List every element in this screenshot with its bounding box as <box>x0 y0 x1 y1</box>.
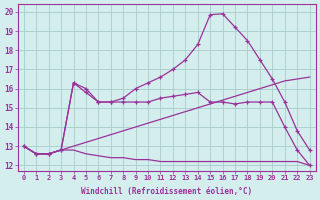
X-axis label: Windchill (Refroidissement éolien,°C): Windchill (Refroidissement éolien,°C) <box>81 187 252 196</box>
